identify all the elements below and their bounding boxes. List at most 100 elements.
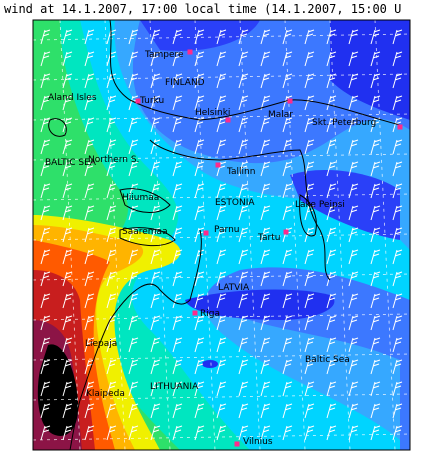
wind-barb — [326, 227, 337, 243]
wind-barb — [282, 337, 293, 353]
wind-barb — [106, 293, 117, 309]
wind-barb — [106, 359, 117, 375]
wind-barb — [260, 425, 271, 441]
wind-barb — [172, 293, 183, 309]
wind-barb — [62, 205, 73, 221]
wind-barb — [238, 249, 249, 265]
wind-barb — [348, 271, 359, 287]
wind-barb — [282, 403, 293, 419]
wind-barb — [370, 337, 381, 353]
place-label: Turku — [139, 96, 164, 106]
wind-barb — [348, 139, 359, 155]
wind-barb — [304, 51, 315, 67]
wind-barb — [370, 249, 381, 265]
wind-barb — [326, 117, 337, 133]
place-label: Klaipeda — [86, 389, 125, 399]
wind-barb — [370, 271, 381, 287]
wind-barb — [106, 271, 117, 287]
wind-barb — [348, 73, 359, 89]
wind-barb — [282, 73, 293, 89]
wind-barb — [106, 249, 117, 265]
wind-barb — [260, 73, 271, 89]
city-dot — [192, 310, 198, 316]
place-label: Skt. Peterburg — [312, 118, 376, 128]
wind-barb — [128, 227, 139, 243]
wind-barb — [304, 425, 315, 441]
wind-barb — [370, 293, 381, 309]
place-label: Riga — [200, 309, 220, 319]
place-label: Malar — [268, 110, 293, 120]
wind-barb — [150, 51, 161, 67]
wind-barb — [62, 425, 73, 441]
wind-barb — [150, 95, 161, 111]
wind-barb — [304, 403, 315, 419]
wind-barb — [150, 293, 161, 309]
wind-barb — [348, 95, 359, 111]
wind-barb — [392, 139, 403, 155]
wind-barb — [172, 205, 183, 221]
wind-barb — [392, 403, 403, 419]
wind-barb — [370, 183, 381, 199]
wind-barb — [62, 183, 73, 199]
wind-barb — [282, 205, 293, 221]
wind-barb — [216, 205, 227, 221]
wind-barb — [326, 293, 337, 309]
wind-barb — [370, 73, 381, 89]
city-dot — [287, 98, 293, 104]
wind-barb — [150, 29, 161, 45]
wind-barb — [84, 161, 95, 177]
wind-barb — [172, 117, 183, 133]
wind-barb — [260, 315, 271, 331]
wind-barb — [40, 161, 51, 177]
wind-barb — [216, 139, 227, 155]
wind-barb — [106, 337, 117, 353]
wind-barb — [40, 293, 51, 309]
wind-barb — [150, 205, 161, 221]
wind-barb — [216, 293, 227, 309]
wind-barb — [194, 227, 205, 243]
wind-barb — [392, 29, 403, 45]
wind-barb — [348, 29, 359, 45]
wind-barb — [84, 425, 95, 441]
wind-barb — [304, 271, 315, 287]
wind-barb — [304, 117, 315, 133]
wind-barb — [172, 51, 183, 67]
wind-barb — [128, 271, 139, 287]
wind-barb — [194, 73, 205, 89]
wind-barb — [238, 205, 249, 221]
wind-barb — [106, 161, 117, 177]
wind-barb — [106, 205, 117, 221]
wind-barb — [392, 359, 403, 375]
wind-barb — [62, 403, 73, 419]
wind-barb — [194, 337, 205, 353]
wind-barb — [62, 293, 73, 309]
wind-barb — [84, 249, 95, 265]
city-dot — [187, 49, 193, 55]
wind-barb — [62, 139, 73, 155]
wind-barb — [150, 249, 161, 265]
wind-barb — [260, 337, 271, 353]
wind-barb — [84, 293, 95, 309]
wind-barb — [84, 271, 95, 287]
wind-barb — [216, 315, 227, 331]
wind-barb — [238, 271, 249, 287]
wind-barb — [194, 425, 205, 441]
wind-barb — [194, 51, 205, 67]
wind-barb — [238, 337, 249, 353]
wind-barb — [40, 271, 51, 287]
wind-barb — [62, 73, 73, 89]
wind-barb — [150, 315, 161, 331]
wind-barb — [304, 227, 315, 243]
wind-barb — [392, 293, 403, 309]
wind-barb — [260, 359, 271, 375]
wind-barb — [392, 51, 403, 67]
meridian — [104, 20, 126, 450]
city-dot — [135, 98, 141, 104]
wind-barb — [106, 381, 117, 397]
wind-barb — [282, 29, 293, 45]
wind-barb — [392, 227, 403, 243]
wind-barb — [304, 337, 315, 353]
wind-barb — [194, 359, 205, 375]
meridian — [374, 20, 396, 450]
